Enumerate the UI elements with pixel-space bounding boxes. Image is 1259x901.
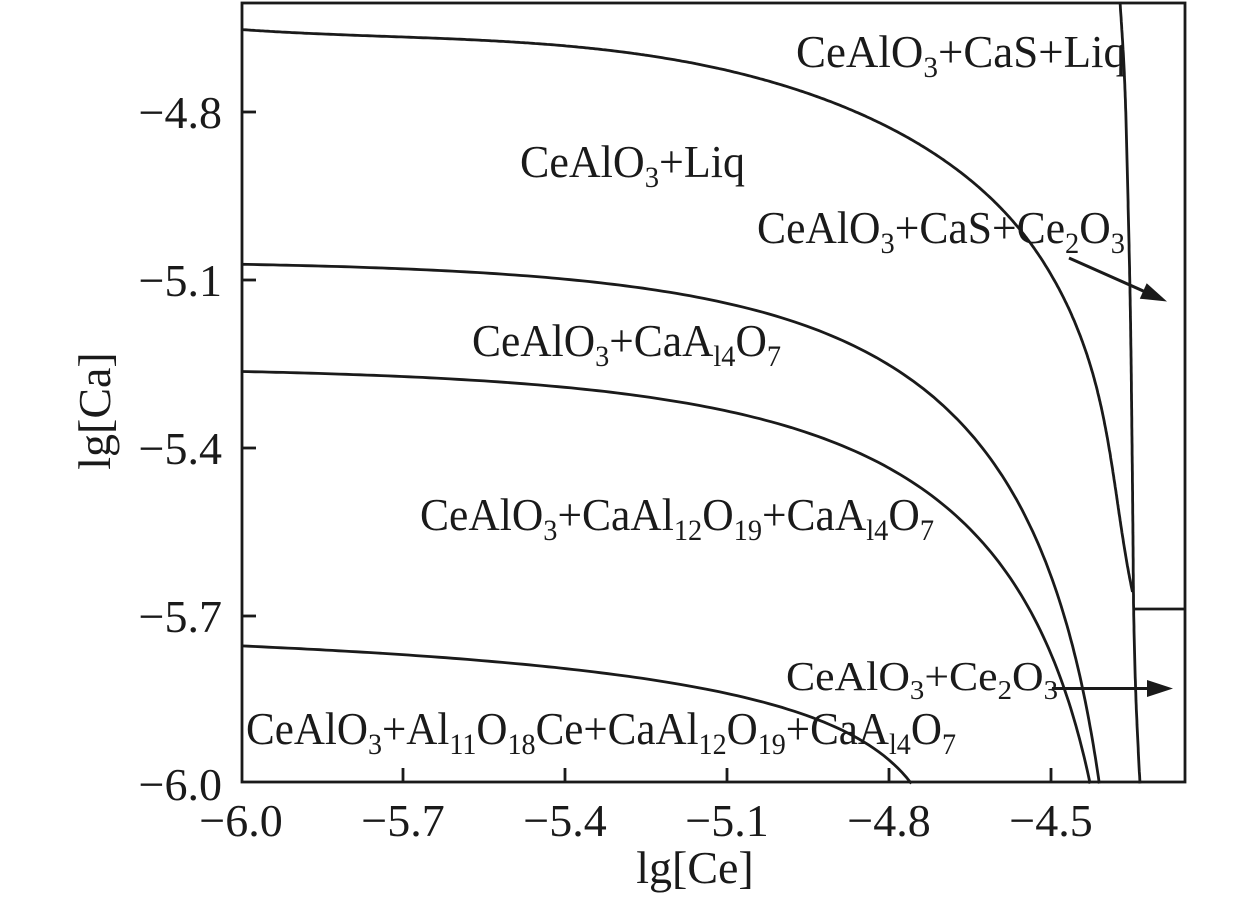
svg-text:−4.8: −4.8 [847, 795, 930, 846]
svg-text:−5.4: −5.4 [523, 795, 606, 846]
svg-text:−5.1: −5.1 [139, 255, 222, 306]
svg-text:CeAlO3​+Ce2​O3​: CeAlO3​+Ce2​O3​ [786, 653, 1058, 705]
svg-text:−5.4: −5.4 [139, 423, 222, 474]
svg-text:CeAlO3​+CaS+Ce2​O3​: CeAlO3​+CaS+Ce2​O3​ [757, 202, 1125, 260]
svg-text:CeAlO3​+CaS+Liq: CeAlO3​+CaS+Liq [796, 26, 1126, 84]
svg-text:CeAlO3​+Liq: CeAlO3​+Liq [520, 136, 745, 194]
svg-text:−4.8: −4.8 [139, 87, 222, 138]
svg-text:−6.0: −6.0 [139, 759, 222, 810]
svg-text:CeAlO3​+CaAl4​O7​: CeAlO3​+CaAl4​O7​ [472, 315, 781, 373]
svg-text:−4.5: −4.5 [1009, 795, 1092, 846]
svg-text:CeAlO3​+CaAl12​O19​+CaAl4​O7​: CeAlO3​+CaAl12​O19​+CaAl4​O7​ [420, 489, 934, 547]
svg-text:−5.1: −5.1 [685, 795, 768, 846]
svg-text:lg[Ca]: lg[Ca] [69, 352, 120, 470]
svg-text:lg[Ce]: lg[Ce] [636, 842, 754, 893]
svg-text:−5.7: −5.7 [139, 591, 222, 642]
svg-text:−6.0: −6.0 [199, 795, 282, 846]
svg-text:−5.7: −5.7 [361, 795, 444, 846]
svg-text:CeAlO3​+Al11​O18​Ce+CaAl12​O19: CeAlO3​+Al11​O18​Ce+CaAl12​O19​+CaAl4​O7… [246, 703, 956, 761]
